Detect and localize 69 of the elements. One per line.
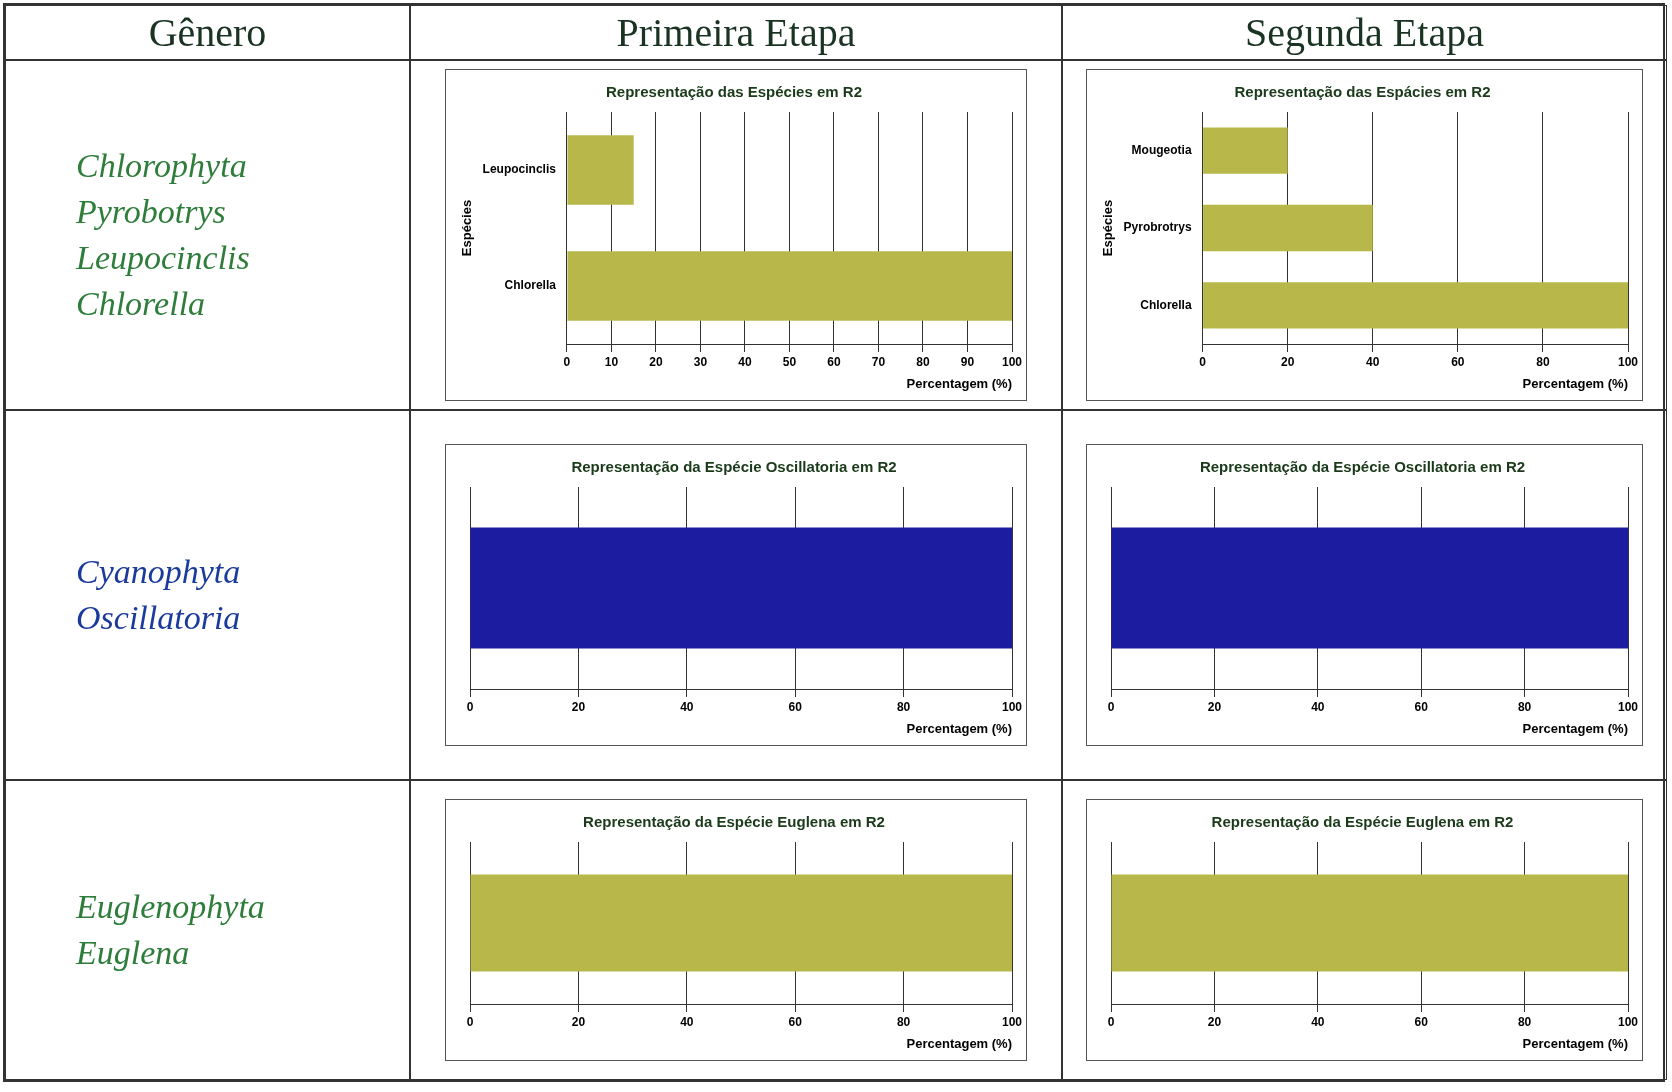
text: Primeira Etapa — [616, 9, 856, 56]
chart-title: Representação da Espécie Euglena em R2 — [1211, 813, 1514, 831]
x-tick-label: 70 — [871, 354, 886, 369]
x-tick-label: 40 — [680, 1014, 694, 1029]
y-tick-label: Pyrobrotrys — [1123, 220, 1192, 235]
text: Gênero — [148, 9, 267, 56]
y-axis-title: Espécies — [1100, 199, 1116, 257]
x-tick-label: 20 — [1207, 1014, 1222, 1029]
x-axis-title: Percentagem (%) — [1522, 375, 1628, 391]
text: Segunda Etapa — [1245, 9, 1484, 56]
chart-title: Representação da Espécie Oscillatoria em R2 — [571, 458, 897, 476]
y-tick-label: Chlorella — [1140, 297, 1192, 312]
x-tick-label: 40 — [1366, 354, 1380, 369]
x-tick-label: 90 — [960, 354, 975, 369]
x-tick-label: 20 — [571, 1014, 586, 1029]
x-tick-label: 40 — [1311, 1014, 1325, 1029]
y-tick-label: Mougeotia — [1131, 142, 1192, 157]
x-tick-label: 30 — [693, 354, 708, 369]
x-tick-label: 80 — [1517, 1014, 1532, 1029]
x-tick-label: 20 — [571, 699, 586, 714]
text: Cyanophyta — [76, 553, 241, 591]
x-tick-label: 100 — [1617, 354, 1639, 369]
x-tick-label: 20 — [1207, 699, 1222, 714]
x-tick-label: 0 — [466, 1014, 474, 1029]
x-tick-label: 50 — [782, 354, 797, 369]
x-tick-label: 0 — [1107, 1014, 1115, 1029]
text: Oscillatoria — [76, 599, 241, 637]
x-tick-label: 60 — [788, 699, 803, 714]
x-axis-title: Percentagem (%) — [1522, 720, 1628, 736]
y-axis-title: Espécies — [459, 199, 475, 257]
x-axis-title: Percentagem (%) — [1522, 1035, 1628, 1051]
x-tick-label: 60 — [1414, 1014, 1429, 1029]
text: Euglenophyta — [76, 888, 265, 926]
x-tick-label: 100 — [1001, 354, 1023, 369]
x-axis-title: Percentagem (%) — [906, 720, 1012, 736]
x-tick-label: 80 — [896, 699, 911, 714]
x-tick-label: 10 — [604, 354, 619, 369]
x-tick-label: 100 — [1617, 699, 1639, 714]
x-axis-title: Percentagem (%) — [906, 375, 1012, 391]
x-tick-label: 0 — [466, 699, 474, 714]
text: Leupocinclis — [76, 239, 250, 277]
x-tick-label: 40 — [1311, 699, 1325, 714]
x-tick-label: 60 — [1414, 699, 1429, 714]
x-tick-label: 80 — [896, 1014, 911, 1029]
chart-title: Representação da Espécie Oscillatoria em R2 — [1199, 458, 1526, 476]
x-tick-label: 80 — [916, 354, 930, 369]
x-tick-label: 0 — [563, 354, 571, 369]
text: Pyrobotrys — [76, 193, 226, 231]
x-tick-label: 80 — [1536, 354, 1550, 369]
x-tick-label: 20 — [1281, 354, 1295, 369]
x-tick-label: 100 — [1001, 1014, 1023, 1029]
x-tick-label: 100 — [1001, 699, 1023, 714]
x-tick-label: 60 — [788, 1014, 803, 1029]
x-tick-label: 0 — [1107, 699, 1115, 714]
x-tick-label: 60 — [1451, 354, 1465, 369]
x-tick-label: 0 — [1199, 354, 1207, 369]
x-tick-label: 80 — [1517, 699, 1532, 714]
x-tick-label: 100 — [1617, 1014, 1639, 1029]
chart-title: Representação das Espácies em R2 — [1234, 83, 1491, 101]
x-axis-title: Percentagem (%) — [906, 1035, 1012, 1051]
x-tick-label: 40 — [738, 354, 752, 369]
chart-title: Representação da Espécie Euglena em R2 — [583, 813, 885, 831]
text: Euglena — [76, 934, 190, 972]
x-tick-label: 40 — [680, 699, 694, 714]
text: Chlorophyta — [76, 147, 247, 185]
text: Chlorella — [76, 285, 206, 323]
x-tick-label: 60 — [827, 354, 841, 369]
x-tick-label: 20 — [649, 354, 663, 369]
chart-title: Representação das Espécies em R2 — [606, 83, 862, 101]
